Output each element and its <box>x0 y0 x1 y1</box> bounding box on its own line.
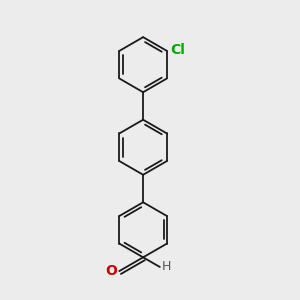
Text: Cl: Cl <box>170 43 185 56</box>
Text: H: H <box>162 260 171 274</box>
Text: O: O <box>105 264 117 278</box>
